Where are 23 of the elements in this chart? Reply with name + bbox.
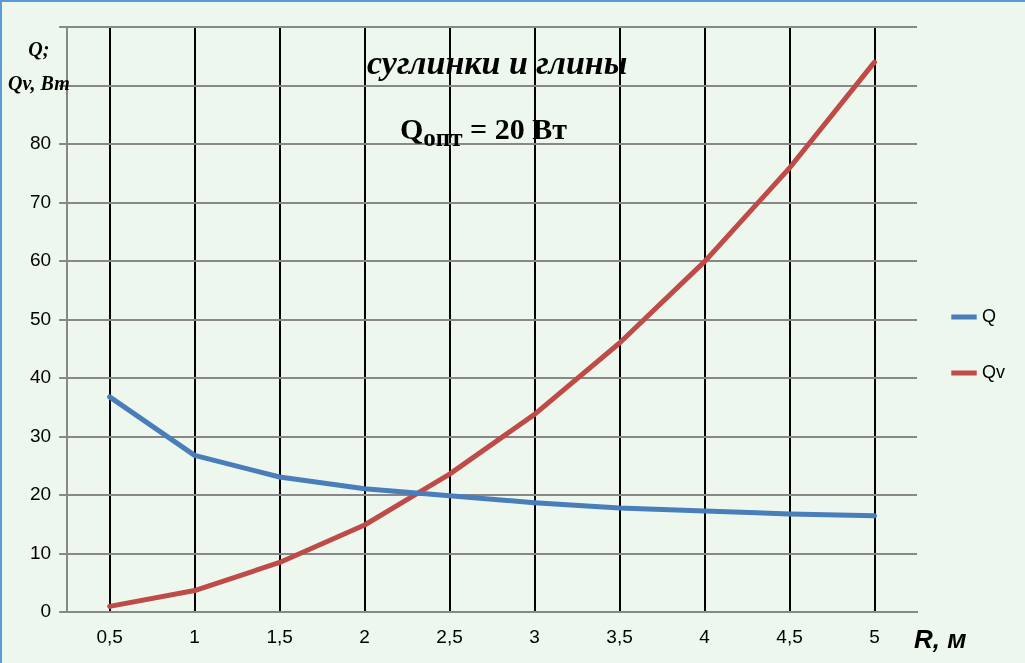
x-tick-label: 5	[869, 625, 880, 647]
x-tick-label: 3,5	[606, 625, 633, 647]
y-tick-label: 40	[29, 366, 52, 388]
legend-label: Q	[982, 305, 997, 326]
x-tick-label: 4,5	[776, 625, 803, 647]
x-tick-label: 1	[189, 625, 200, 647]
y-tick-label: 50	[29, 307, 52, 329]
x-tick-label: 2,5	[436, 625, 463, 647]
x-tick-label: 2	[359, 625, 370, 647]
y-tick-label: 70	[29, 190, 52, 212]
x-tick-label: 1,5	[266, 625, 293, 647]
y-tick-label: 80	[29, 132, 52, 154]
y-tick-label: 30	[29, 424, 52, 446]
y-tick-label: 0	[40, 600, 52, 622]
legend-label: Qv	[982, 361, 1006, 382]
y-tick-label: 60	[29, 249, 52, 271]
x-axis-title: R, м	[914, 624, 967, 655]
x-tick-label: 4	[699, 625, 711, 647]
x-tick-label: 3	[529, 625, 540, 647]
y-tick-label: 10	[29, 541, 52, 563]
y-axis-title: Q; Qv, Вт	[8, 37, 70, 96]
y-tick-label: 20	[29, 483, 52, 505]
x-tick-label: 0,5	[96, 625, 123, 647]
